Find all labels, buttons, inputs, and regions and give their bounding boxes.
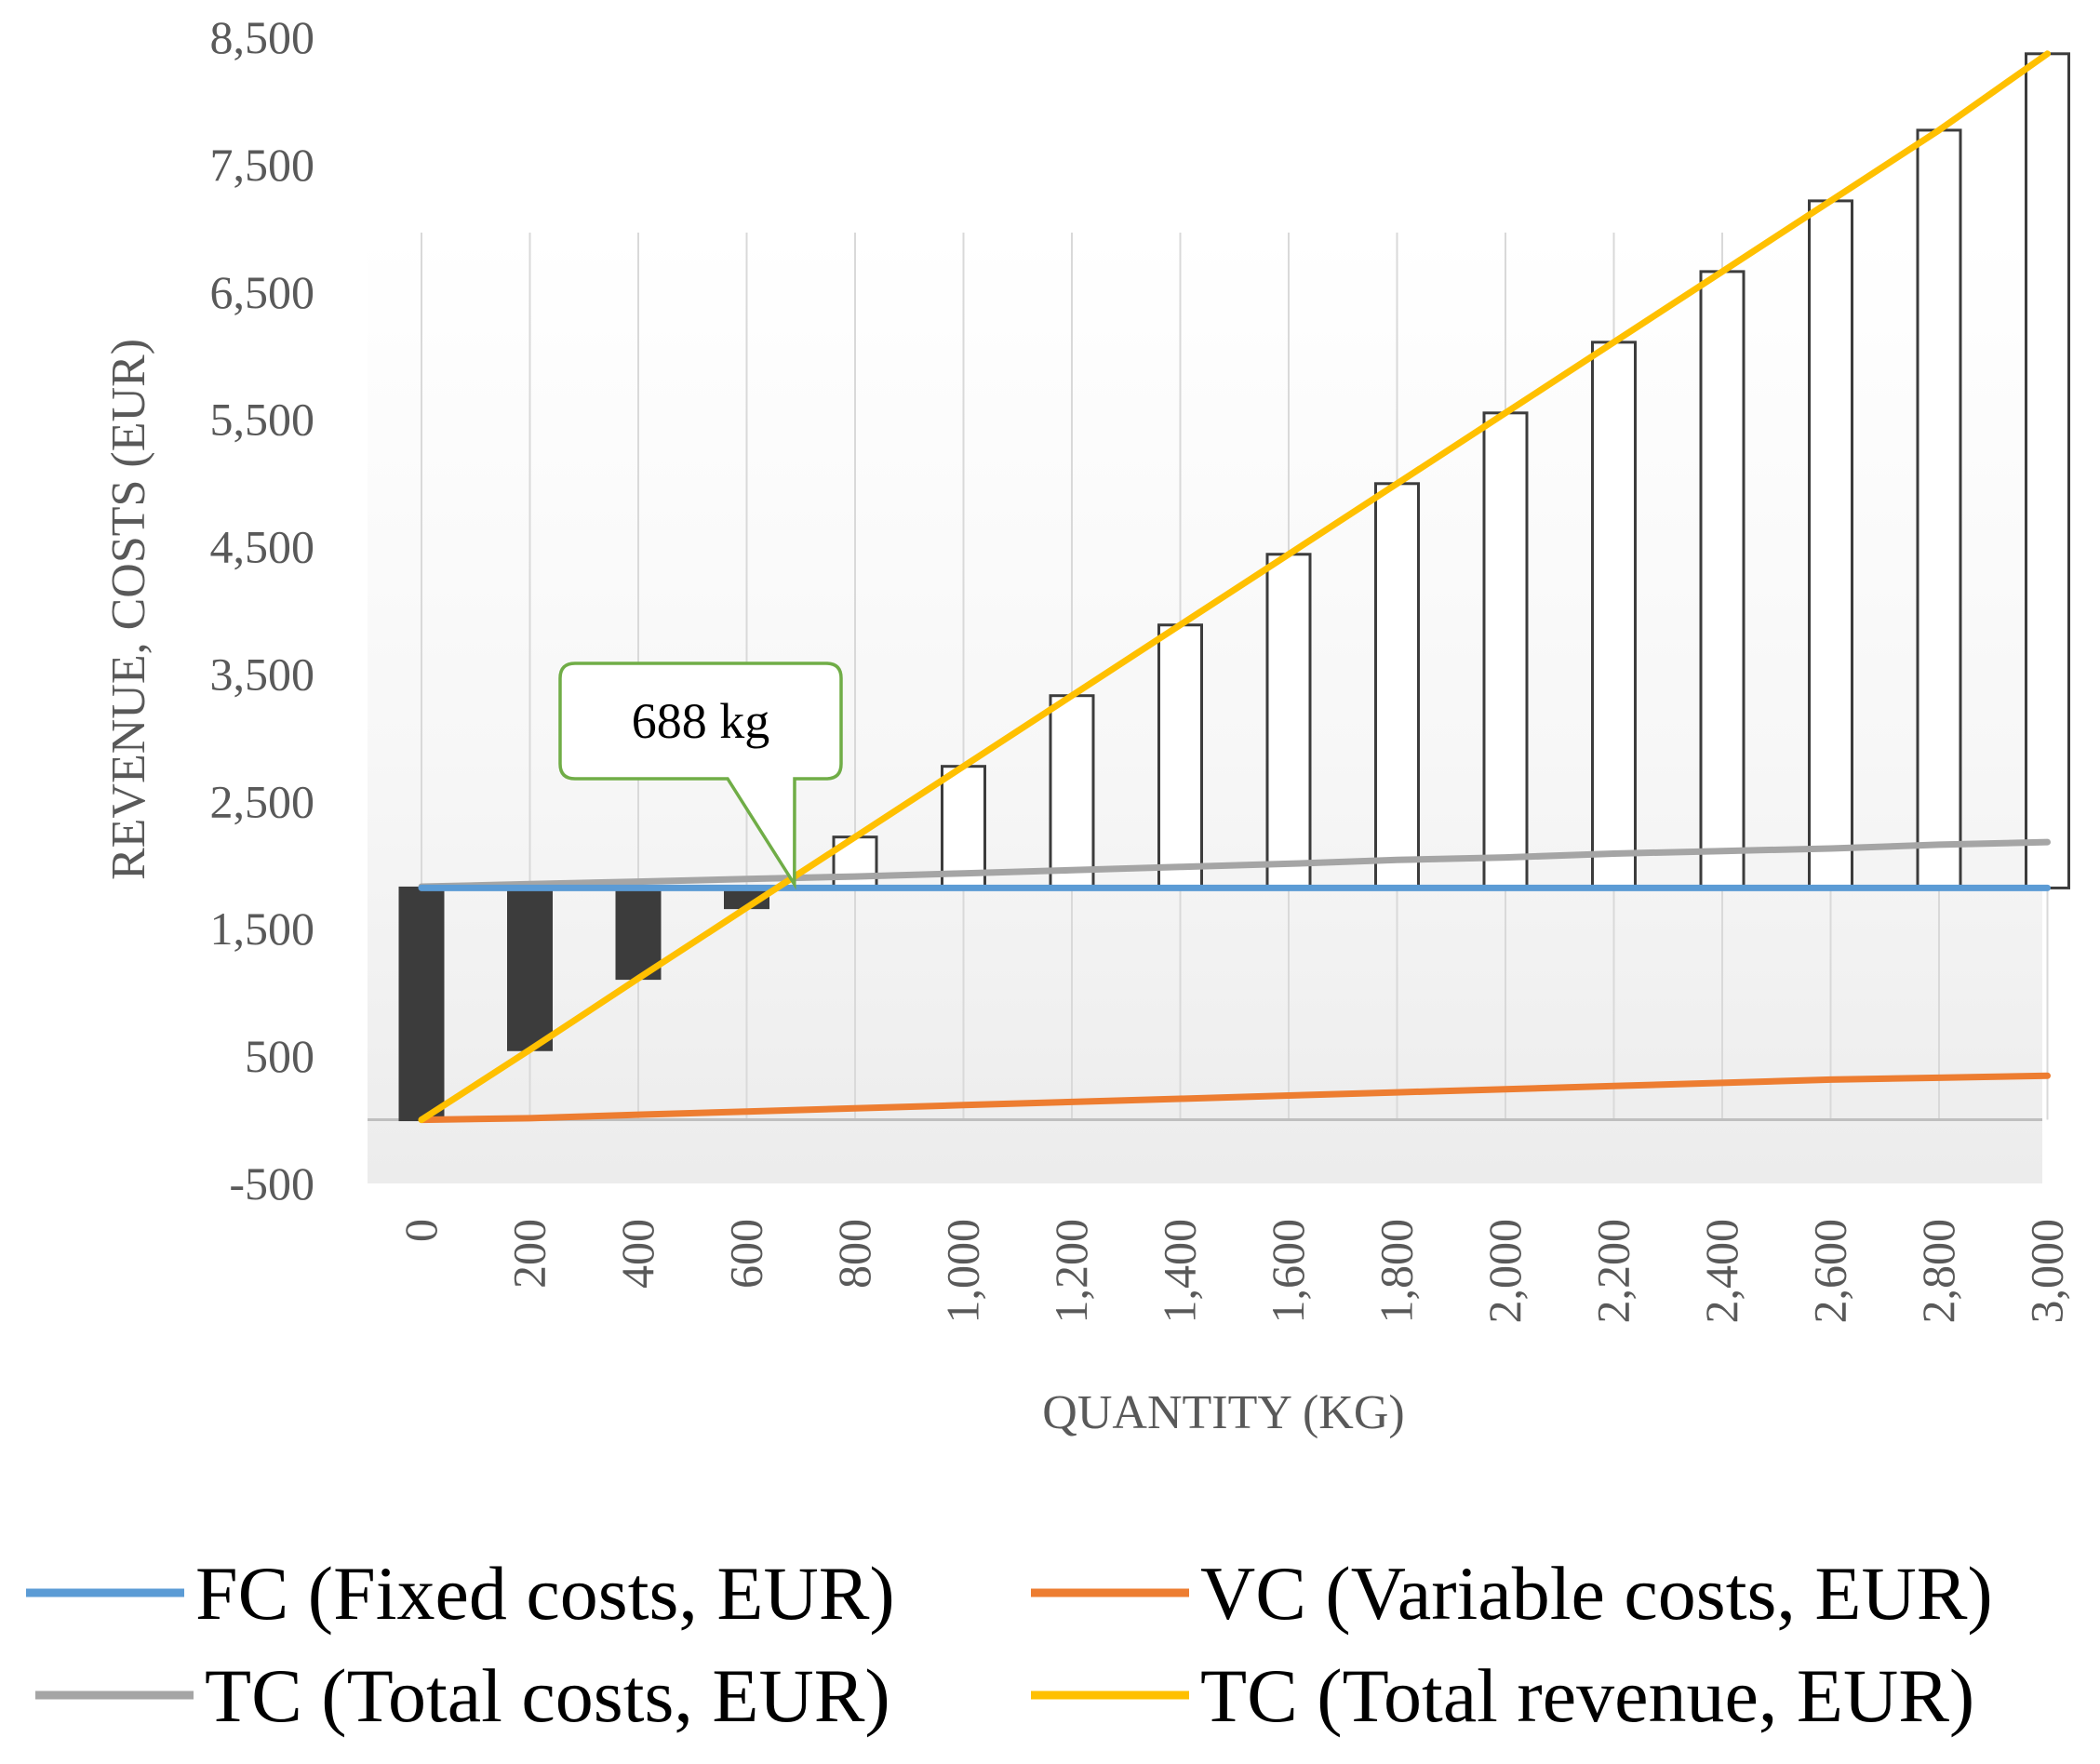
legend-label: VC (Variable costs, EUR) (1200, 1551, 1993, 1636)
y-tick-label: 4,500 (210, 521, 315, 573)
x-tick-label: 1,000 (937, 1219, 989, 1324)
y-tick-label: 6,500 (210, 266, 315, 318)
y-tick-label: -500 (229, 1157, 314, 1209)
x-tick-label: 400 (611, 1219, 663, 1289)
break-even-callout: 688 kg (558, 662, 843, 890)
legend-item: VC (Variable costs, EUR) (1031, 1551, 1993, 1636)
series-lines (418, 50, 2051, 1124)
x-tick-label: 1,800 (1371, 1219, 1423, 1324)
x-tick-label: 2,400 (1695, 1219, 1747, 1324)
x-tick-label: 200 (503, 1219, 555, 1289)
vc-line (418, 1072, 2051, 1124)
legend: FC (Fixed costs, EUR) VC (Variable costs,… (26, 1551, 1993, 1738)
profit-bar (1049, 694, 1095, 889)
profit-bar (1808, 199, 1853, 889)
x-tick-label: 2,000 (1478, 1219, 1531, 1324)
y-tick-label: 2,500 (210, 775, 315, 827)
y-tick-label: 7,500 (210, 139, 315, 191)
profit-bar (398, 886, 445, 1122)
x-tick-label: 2,600 (1804, 1219, 1856, 1324)
x-tick-label: 2,800 (1912, 1219, 1964, 1324)
y-tick-label: 500 (245, 1030, 314, 1082)
legend-item: FC (Fixed costs, EUR) (26, 1551, 895, 1636)
profit-bar (1265, 553, 1312, 889)
y-tick-labels: 8,500 7,500 6,500 5,500 4,500 3,500 2,500 1,500… (210, 11, 315, 1209)
y-axis-title: REVENUE, COSTS (EUR) (102, 339, 155, 880)
callout-box (558, 662, 843, 890)
x-tick-labels: 0 200 400 600 800 1,000 1,200 1,400 1,600 1,800 2,… (395, 1219, 2073, 1324)
x-tick-label: 0 (395, 1219, 447, 1242)
legend-label: TC (Total revenue, EUR) (1200, 1653, 1974, 1738)
x-tick-label: 3,000 (2021, 1219, 2073, 1324)
x-axis-title: QUANTITY (KG) (1042, 1386, 1404, 1439)
callout-label: 688 kg (632, 693, 770, 749)
y-tick-label: 1,500 (210, 902, 315, 955)
x-tick-label: 600 (720, 1219, 772, 1289)
profit-bar (507, 886, 553, 1051)
profit-bar (1916, 128, 1962, 889)
profit-bar (1374, 482, 1420, 889)
x-tick-label: 1,200 (1045, 1219, 1097, 1324)
legend-label: FC (Fixed costs, EUR) (195, 1551, 895, 1636)
profit-bar (1482, 411, 1529, 889)
y-tick-label: 3,500 (210, 648, 315, 700)
tr-line (418, 50, 2051, 1124)
profit-bar (1157, 623, 1203, 889)
y-tick-label: 5,500 (210, 394, 315, 446)
profit-bar (2025, 52, 2070, 889)
legend-item: TC (Total revenue, EUR) (1031, 1653, 1974, 1738)
profit-bar (1591, 341, 1637, 889)
x-tick-label: 1,600 (1262, 1219, 1314, 1324)
tc-line (418, 838, 2051, 890)
legend-item: TC (Total costs, EUR) (35, 1653, 890, 1738)
y-tick-label: 8,500 (210, 11, 315, 63)
x-tick-label: 800 (828, 1219, 880, 1289)
profit-bar (1699, 270, 1746, 889)
x-tick-label: 2,200 (1587, 1219, 1639, 1324)
x-tick-label: 1,400 (1154, 1219, 1206, 1324)
legend-label: TC (Total costs, EUR) (205, 1653, 890, 1738)
